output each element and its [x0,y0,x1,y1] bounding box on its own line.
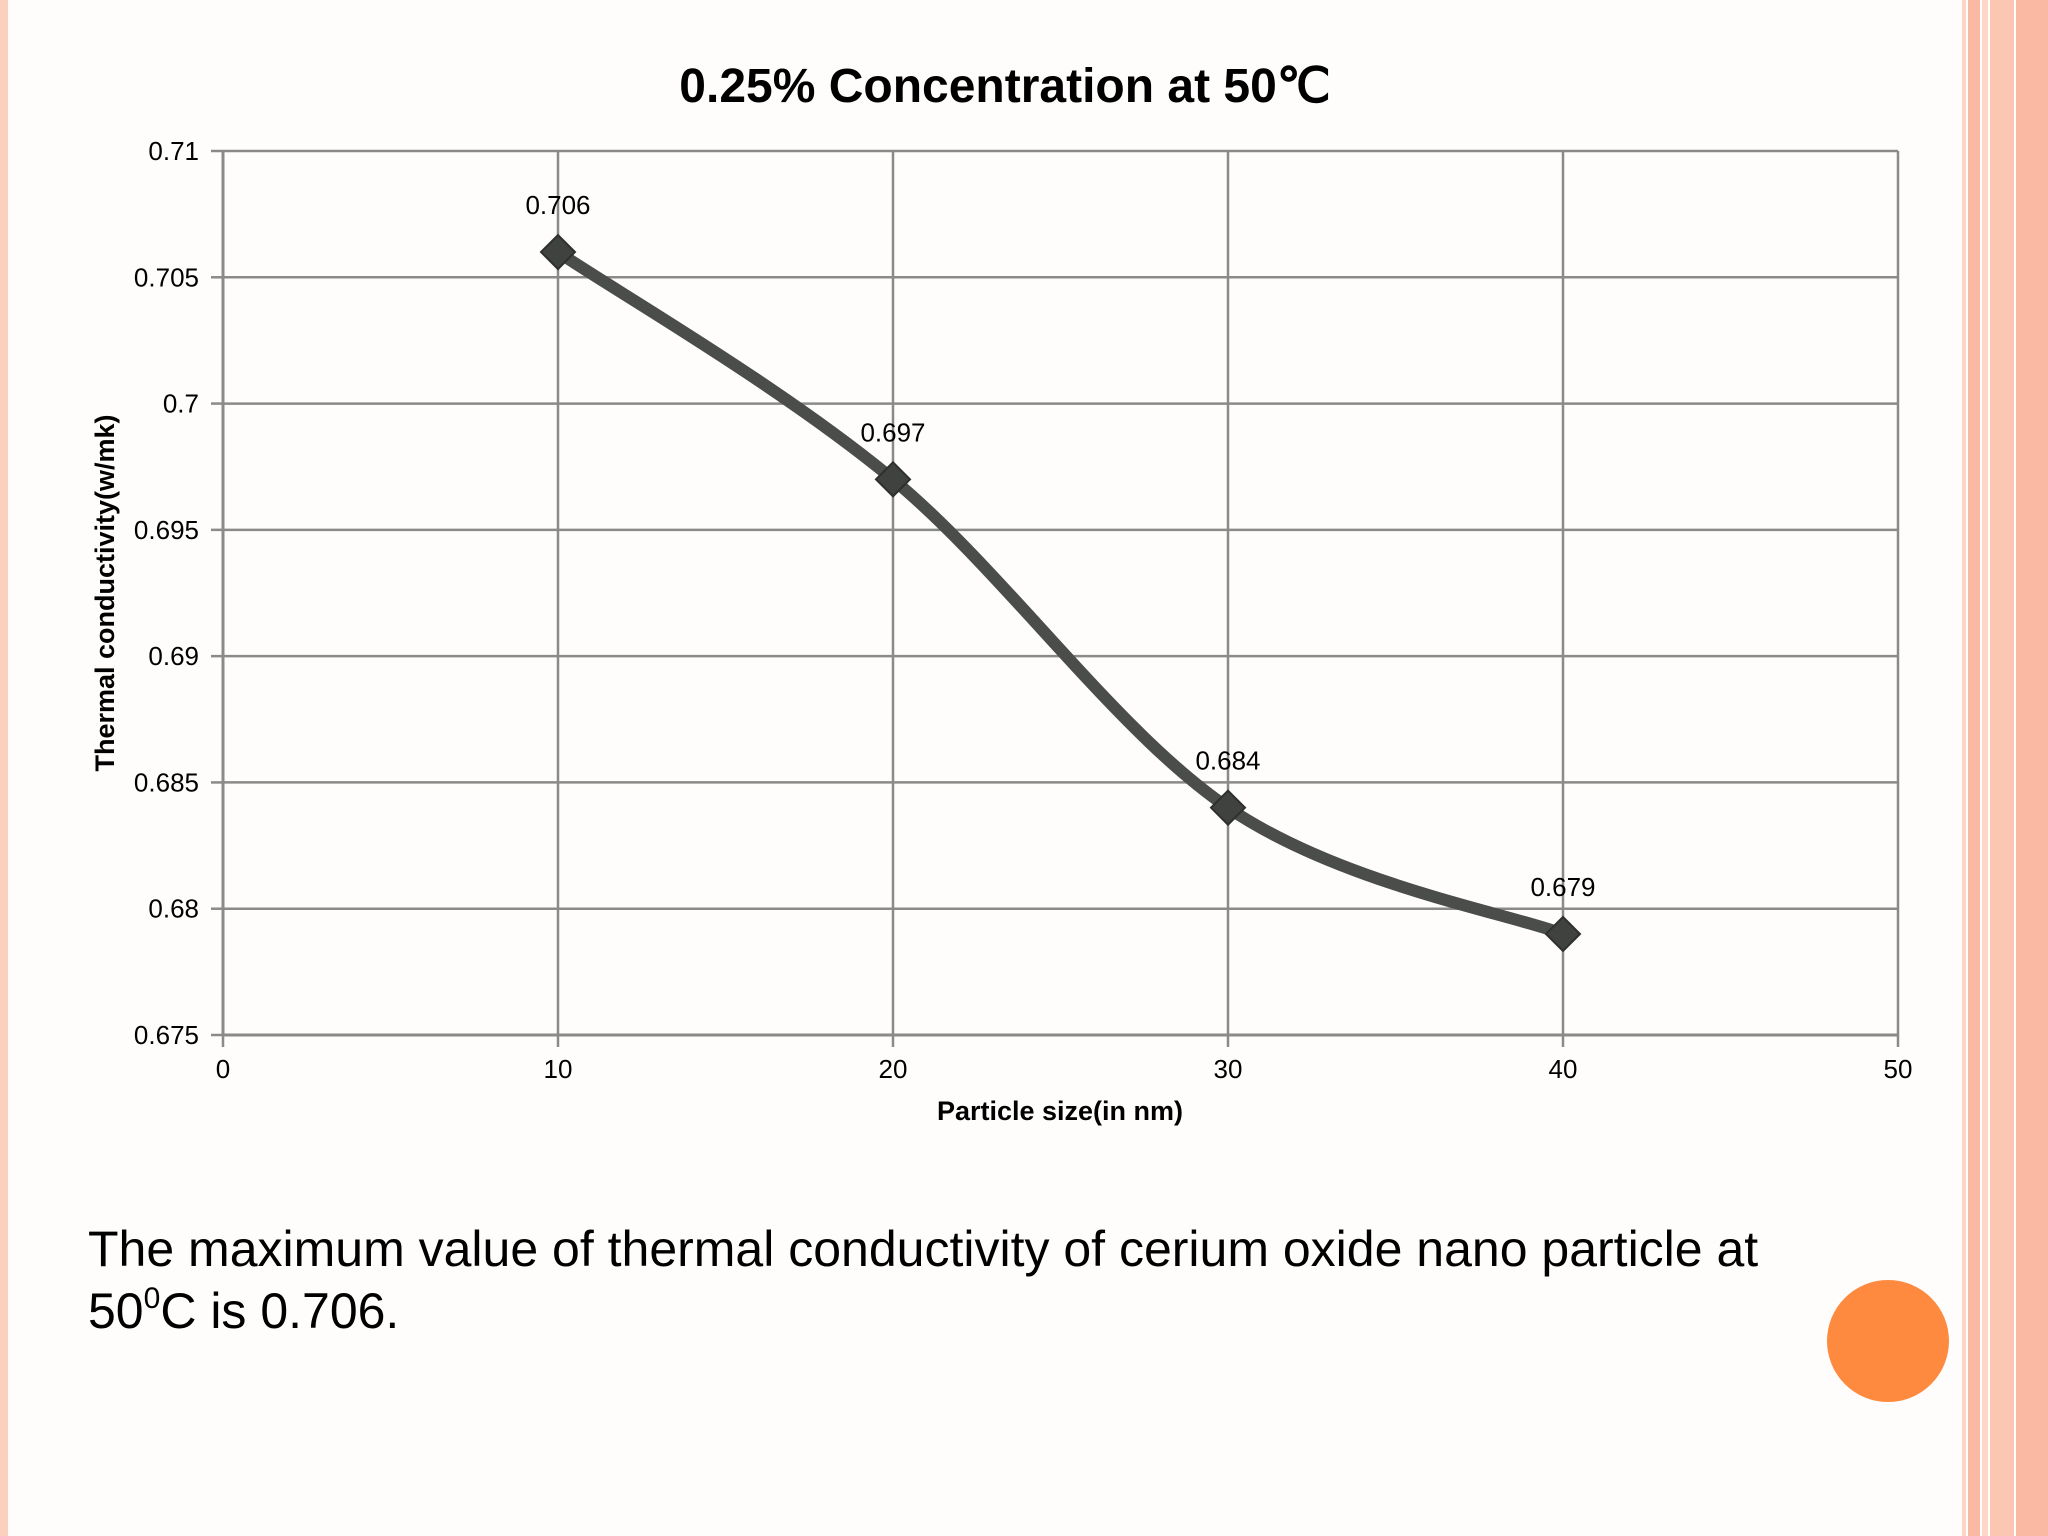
data-point-label: 0.697 [860,417,925,447]
y-tick-label: 0.71 [148,136,199,166]
data-point-marker [1544,915,1582,953]
x-axis-label: Particle size(in nm) [937,1096,1183,1126]
caption-value-suffix: C is 0.706. [160,1283,400,1339]
x-tick-label: 50 [1884,1054,1913,1084]
x-tick-label: 10 [544,1054,573,1084]
y-tick-label: 0.69 [148,641,199,671]
left-border-stripe [0,0,8,1536]
right-border-stripe-5 [2016,0,2048,1536]
decorative-orange-circle [1827,1280,1949,1402]
y-tick-label: 0.675 [134,1020,199,1050]
y-tick-labels: 0.675 0.68 0.685 0.69 0.695 0.7 0.705 0.71 [134,136,199,1050]
y-tick-label: 0.7 [163,389,199,419]
data-point-label: 0.679 [1530,872,1595,902]
caption-text: The maximum value of thermal conductivit… [88,1218,1848,1342]
right-border-stripe-2 [1968,0,1980,1536]
data-point-label: 0.684 [1195,746,1260,776]
chart-title: 0.25% Concentration at 50℃ [679,60,1330,113]
series-line [552,246,1569,940]
right-border-stripe-4 [1990,0,2014,1536]
caption-value-prefix: 50 [88,1283,144,1339]
x-tick-label: 30 [1214,1054,1243,1084]
data-point-marker [539,233,577,271]
x-tick-label: 0 [216,1054,230,1084]
line-chart: 0.25% Concentration at 50℃ 0.675 0.68 0.68… [90,60,1913,1126]
y-tick-label: 0.695 [134,515,199,545]
caption-line-1: The maximum value of thermal conductivit… [88,1221,1759,1277]
y-tick-label: 0.685 [134,767,199,797]
y-tick-label: 0.68 [148,894,199,924]
x-tick-labels: 0 10 20 30 40 50 [216,1054,1913,1084]
caption-superscript: 0 [143,1282,161,1315]
data-point-marker [874,460,912,498]
series-markers [539,233,1582,953]
chart-grid [223,149,1900,1035]
caption-line-2: 500C is 0.706. [88,1280,1848,1342]
right-border-stripe-1 [1962,0,1966,1536]
data-point-label: 0.706 [525,190,590,220]
y-axis-label: Thermal conductivity(w/mk) [90,414,120,771]
data-labels: 0.706 0.697 0.684 0.679 [525,190,1595,902]
x-tick-label: 40 [1549,1054,1578,1084]
x-tick-label: 20 [879,1054,908,1084]
data-point-marker [1209,789,1247,827]
y-tick-label: 0.705 [134,262,199,292]
right-border-stripe-3 [1982,0,1988,1536]
chart-axes [211,149,1900,1047]
